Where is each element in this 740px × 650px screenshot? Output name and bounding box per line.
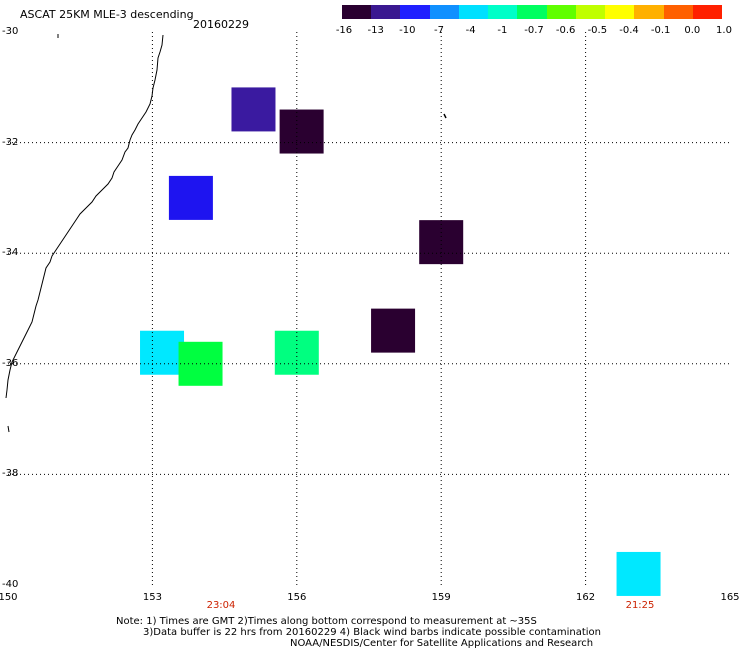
time-right: 21:25 — [625, 600, 655, 611]
latitude-label: -32 — [2, 136, 19, 148]
coastline — [5, 34, 164, 399]
latitude-label: -30 — [2, 26, 19, 37]
note-line-3: NOAA/NESDIS/Center for Satellite Applica… — [290, 638, 594, 649]
longitude-label: 162 — [576, 592, 596, 603]
colorbar-swatch — [342, 5, 372, 19]
colorbar-label: -13 — [367, 25, 384, 36]
wind-cell — [140, 330, 185, 375]
colorbar-swatch — [517, 5, 547, 19]
wind-cell — [616, 551, 661, 596]
colorbar-label: -0.7 — [524, 25, 544, 36]
colorbar — [342, 5, 723, 19]
colorbar-swatch — [371, 5, 401, 19]
latitude-label: -36 — [2, 357, 19, 369]
latitude-label: -38 — [2, 468, 19, 480]
grid-lines — [8, 32, 730, 585]
longitude-label: 153 — [142, 592, 162, 603]
latitude-label: -40 — [2, 579, 19, 590]
colorbar-label: -0.4 — [619, 25, 639, 36]
coastline-fragment — [7, 425, 10, 433]
colorbar-label: -1 — [497, 25, 508, 36]
colorbar-swatch — [605, 5, 635, 19]
longitude-label: 150 — [0, 592, 18, 603]
colorbar-swatch — [400, 5, 430, 19]
colorbar-label: -0.5 — [587, 25, 608, 36]
colorbar-swatch — [692, 5, 723, 19]
colorbar-label: -0.1 — [650, 25, 671, 36]
wind-cell — [279, 109, 324, 154]
wind-cells — [140, 87, 661, 596]
wind-cell — [371, 308, 416, 353]
colorbar-label: -7 — [434, 25, 444, 36]
colorbar-label: -10 — [399, 25, 416, 36]
colorbar-label: 0.0 — [684, 25, 701, 36]
colorbar-swatch — [429, 5, 459, 19]
wind-cell — [231, 87, 276, 132]
time-left: 23:04 — [206, 600, 236, 611]
colorbar-label: -4 — [465, 25, 476, 36]
map-date: 20160229 — [193, 18, 249, 31]
colorbar-label: -16 — [335, 25, 353, 36]
note-line-1: Note: 1) Times are GMT 2)Times along bot… — [116, 616, 537, 627]
colorbar-swatch — [634, 5, 664, 19]
colorbar-swatch — [488, 5, 518, 19]
wind-cell — [419, 220, 464, 265]
colorbar-label: -0.6 — [555, 25, 576, 36]
colorbar-label: 1.0 — [716, 25, 732, 36]
latitude-label: -34 — [2, 247, 19, 259]
colorbar-swatch — [575, 5, 606, 19]
longitude-label: 165 — [720, 592, 740, 603]
note-line-2: 3)Data buffer is 22 hrs from 20160229 4)… — [143, 627, 601, 638]
colorbar-swatch — [458, 5, 489, 19]
wind-cell — [168, 175, 213, 220]
longitude-label: 159 — [431, 592, 451, 603]
colorbar-swatch — [546, 5, 576, 19]
island-mark — [443, 113, 447, 119]
colorbar-swatch — [663, 5, 693, 19]
map-title: ASCAT 25KM MLE-3 descending — [20, 8, 194, 21]
longitude-label: 156 — [287, 592, 307, 603]
